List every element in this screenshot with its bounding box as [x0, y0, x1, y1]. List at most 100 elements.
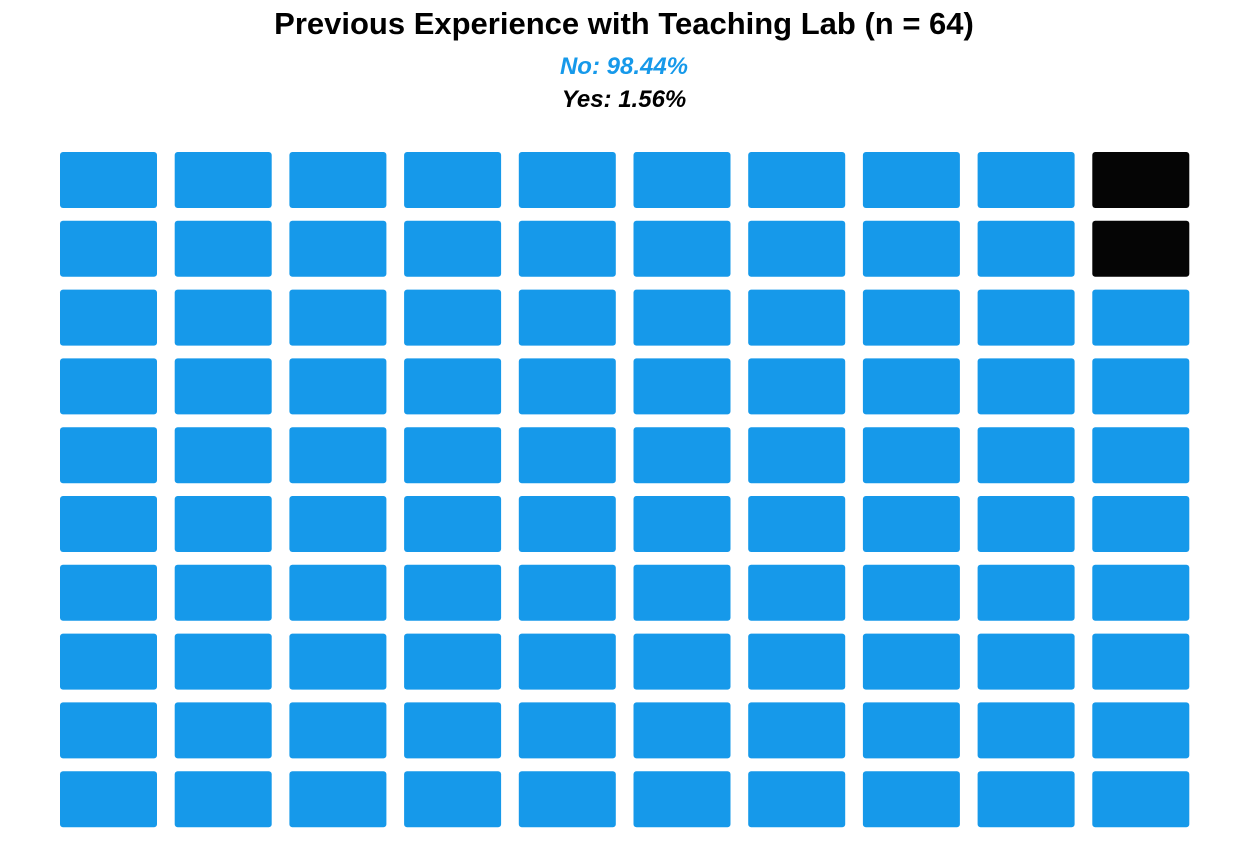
waffle-cell-no	[289, 427, 387, 484]
waffle-cell-no	[862, 702, 960, 759]
waffle-cell-no	[1092, 496, 1190, 552]
waffle-cell-no	[862, 564, 960, 621]
waffle-cell-no	[174, 289, 272, 346]
waffle-cell-no	[977, 152, 1075, 208]
waffle-cell-no	[977, 427, 1075, 484]
waffle-cell-no	[518, 633, 616, 690]
waffle-cell-no	[518, 564, 616, 621]
waffle-cell-no	[404, 564, 502, 621]
waffle-cell-no	[977, 496, 1075, 552]
waffle-cell-no	[977, 702, 1075, 759]
waffle-cell-no	[1092, 771, 1190, 828]
waffle-cell-no	[289, 496, 387, 552]
waffle-cell-no	[518, 771, 616, 828]
waffle-cell-no	[633, 358, 731, 415]
waffle-cell-no	[977, 289, 1075, 346]
waffle-cell-no	[862, 771, 960, 828]
waffle-cell-no	[174, 564, 272, 621]
waffle-cell-no	[289, 564, 387, 621]
waffle-cell-no	[862, 633, 960, 690]
waffle-cell-no	[404, 220, 502, 277]
waffle-cell-no	[518, 152, 616, 208]
waffle-cell-no	[748, 771, 846, 828]
waffle-cell-no	[633, 427, 731, 484]
waffle-cell-no	[748, 289, 846, 346]
waffle-cell-no	[518, 358, 616, 415]
waffle-cell-no	[633, 771, 731, 828]
waffle-cell-no	[748, 427, 846, 484]
waffle-cell-no	[60, 633, 157, 690]
waffle-cell-no	[748, 358, 846, 415]
waffle-cell-no	[404, 358, 502, 415]
waffle-cell-no	[174, 427, 272, 484]
waffle-cell-no	[289, 633, 387, 690]
waffle-cell-yes	[1092, 152, 1190, 208]
waffle-cell-no	[1092, 633, 1190, 690]
waffle-cell-no	[518, 496, 616, 552]
waffle-cell-no	[60, 152, 157, 208]
waffle-cell-no	[633, 564, 731, 621]
waffle-cell-no	[862, 496, 960, 552]
waffle-cell-no	[60, 771, 157, 828]
waffle-cell-no	[289, 289, 387, 346]
waffle-cell-no	[748, 702, 846, 759]
waffle-cell-no	[404, 427, 502, 484]
waffle-cell-no	[862, 289, 960, 346]
waffle-cell-no	[404, 771, 502, 828]
waffle-cell-no	[404, 289, 502, 346]
waffle-cell-no	[404, 496, 502, 552]
waffle-cell-no	[977, 771, 1075, 828]
waffle-cell-no	[289, 152, 387, 208]
waffle-cell-no	[174, 496, 272, 552]
waffle-cell-no	[633, 702, 731, 759]
waffle-cell-no	[60, 427, 157, 484]
chart-title: Previous Experience with Teaching Lab (n…	[274, 6, 974, 41]
waffle-cell-no	[1092, 427, 1190, 484]
waffle-cell-no	[518, 220, 616, 277]
waffle-cell-no	[977, 564, 1075, 621]
waffle-cell-no	[174, 358, 272, 415]
waffle-cell-no	[977, 358, 1075, 415]
waffle-cell-no	[174, 220, 272, 277]
legend-yes-label: Yes: 1.56%	[561, 86, 687, 113]
legend-no-label: No: 98.44%	[559, 53, 689, 80]
waffle-cell-no	[862, 220, 960, 277]
waffle-cell-no	[404, 702, 502, 759]
waffle-cell-no	[633, 496, 731, 552]
waffle-cell-no	[404, 633, 502, 690]
waffle-cell-no	[174, 633, 272, 690]
waffle-cell-no	[518, 289, 616, 346]
waffle-cell-no	[633, 152, 731, 208]
waffle-cell-no	[862, 358, 960, 415]
waffle-cell-no	[289, 702, 387, 759]
waffle-cell-no	[1092, 702, 1190, 759]
waffle-cell-no	[60, 564, 157, 621]
waffle-cell-no	[518, 702, 616, 759]
waffle-cell-no	[404, 152, 502, 208]
waffle-cell-no	[289, 771, 387, 828]
waffle-cell-no	[1092, 358, 1190, 415]
waffle-cell-no	[289, 220, 387, 277]
waffle-cell-no	[977, 633, 1075, 690]
waffle-cell-no	[174, 152, 272, 208]
waffle-cell-no	[633, 289, 731, 346]
waffle-cell-no	[748, 564, 846, 621]
waffle-cell-no	[1092, 564, 1190, 621]
waffle-cell-no	[60, 220, 157, 277]
waffle-cell-no	[748, 152, 846, 208]
waffle-cell-no	[633, 220, 731, 277]
waffle-cell-no	[748, 220, 846, 277]
waffle-cell-no	[748, 496, 846, 552]
waffle-cell-no	[289, 358, 387, 415]
waffle-cell-yes	[1092, 220, 1190, 277]
waffle-cell-no	[174, 702, 272, 759]
waffle-cell-no	[977, 220, 1075, 277]
waffle-cell-no	[60, 702, 157, 759]
waffle-cell-no	[748, 633, 846, 690]
waffle-cell-no	[60, 358, 157, 415]
waffle-cell-no	[1092, 289, 1190, 346]
waffle-cell-no	[862, 427, 960, 484]
waffle-cell-no	[518, 427, 616, 484]
waffle-cell-no	[60, 289, 157, 346]
